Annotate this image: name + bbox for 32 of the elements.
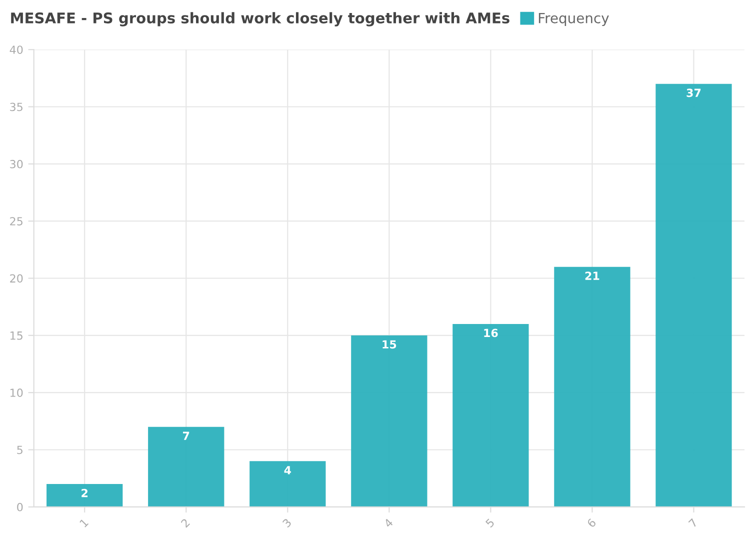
x-tick-label: 4 — [383, 518, 394, 528]
data-label: 7 — [183, 432, 190, 440]
bar — [351, 335, 428, 507]
y-tick-label: 5 — [17, 446, 22, 454]
data-label: 37 — [686, 88, 701, 98]
y-tick-label: 10 — [10, 388, 23, 397]
chart-title: MESAFE - PS groups should work closely together with AMEs — [11, 12, 510, 26]
data-label: 15 — [382, 340, 396, 349]
data-label: 21 — [585, 272, 600, 280]
x-tick-label: 6 — [586, 518, 596, 528]
y-tick-label: 20 — [10, 274, 23, 283]
y-tick-label: 15 — [10, 332, 22, 340]
y-tick-label: 30 — [10, 160, 23, 168]
bar — [452, 324, 529, 507]
data-label: 16 — [484, 328, 498, 338]
bar — [554, 266, 630, 507]
data-label: 2 — [82, 488, 88, 498]
y-tick-label: 35 — [10, 102, 22, 112]
y-tick-label: 40 — [10, 46, 23, 54]
x-tick-label: 3 — [282, 518, 292, 528]
legend-label: Frequency — [538, 12, 609, 26]
x-tick-label: 2 — [180, 518, 190, 528]
bar — [148, 426, 224, 507]
x-tick-label: 1 — [79, 518, 89, 528]
bar — [656, 84, 732, 507]
bar — [46, 484, 123, 507]
x-tick-label: 5 — [485, 518, 495, 528]
bar — [250, 461, 326, 507]
y-tick-label: 0 — [17, 502, 23, 512]
data-label: 4 — [284, 466, 291, 474]
x-tick-label: 7 — [688, 518, 698, 528]
y-tick-label: 25 — [10, 217, 22, 226]
